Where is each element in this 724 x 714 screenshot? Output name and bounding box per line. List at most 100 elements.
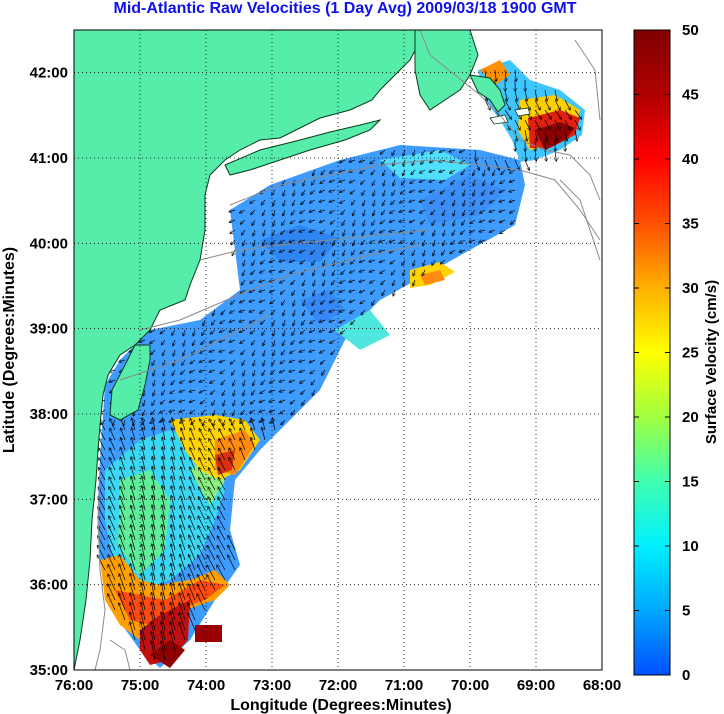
velocity-arrow [269, 400, 276, 402]
velocity-arrow [359, 160, 366, 162]
velocity-arrow [98, 507, 106, 521]
velocity-arrow [301, 199, 306, 204]
velocity-arrow [389, 240, 396, 242]
colorbar-tick-label: 20 [682, 409, 699, 426]
velocity-arrow [433, 239, 435, 246]
velocity-arrow [350, 179, 356, 183]
velocity-arrow [273, 199, 275, 206]
velocity-arrow [108, 536, 116, 551]
colorbar: 0 5 10 15 20 25 30 35 40 45 50 Surface Velocity (c… [633, 22, 720, 684]
velocity-arrow [181, 428, 186, 441]
velocity-arrow [510, 209, 516, 213]
velocity-arrow [279, 390, 286, 392]
velocity-arrow [309, 230, 316, 232]
velocity-arrow [440, 259, 446, 264]
velocity-arrow [279, 250, 286, 252]
velocity-arrow [171, 379, 176, 385]
velocity-arrow [534, 129, 537, 141]
velocity-arrow [188, 594, 196, 611]
x-tick-label: 76:00 [55, 677, 93, 694]
velocity-arrow [229, 438, 236, 451]
velocity-arrow [242, 359, 246, 365]
velocity-arrow [271, 369, 276, 374]
velocity-arrow [490, 189, 496, 194]
velocity-arrow [231, 299, 236, 304]
velocity-arrow [142, 437, 146, 451]
velocity-arrow [172, 467, 176, 481]
velocity-arrow [524, 159, 529, 170]
velocity-arrow [390, 259, 396, 264]
velocity-arrow [419, 200, 426, 202]
velocity-arrow [152, 564, 156, 581]
velocity-arrow [321, 169, 326, 175]
velocity-arrow [280, 359, 286, 364]
velocity-arrow [180, 516, 186, 531]
velocity-arrow [340, 279, 346, 283]
velocity-arrow [311, 379, 316, 385]
velocity-arrow [217, 546, 226, 561]
velocity-arrow [179, 390, 186, 392]
velocity-arrow [443, 229, 445, 236]
velocity-arrow [160, 329, 166, 334]
velocity-arrow [171, 564, 176, 581]
velocity-arrow [379, 250, 386, 252]
velocity-arrow [392, 189, 396, 195]
velocity-arrow [183, 339, 185, 346]
velocity-arrow [252, 389, 256, 395]
velocity-arrow [190, 467, 196, 481]
velocity-arrow [293, 179, 295, 186]
velocity-arrow [323, 279, 325, 286]
velocity-arrow [198, 507, 206, 521]
velocity-arrow [429, 180, 436, 182]
velocity-arrow [373, 189, 375, 196]
velocity-arrow [109, 506, 116, 521]
velocity-arrow [360, 289, 366, 293]
velocity-arrow [279, 260, 286, 262]
velocity-arrow [379, 240, 386, 242]
velocity-arrow [153, 379, 155, 386]
velocity-arrow [273, 329, 275, 336]
velocity-arrow [161, 641, 166, 661]
velocity-arrow [393, 179, 395, 186]
velocity-arrow [330, 169, 336, 173]
velocity-arrow [119, 555, 126, 571]
velocity-arrow [303, 289, 305, 296]
velocity-arrow [311, 189, 316, 194]
velocity-arrow [392, 149, 396, 155]
velocity-arrow [108, 574, 116, 591]
velocity-arrow [171, 496, 176, 511]
velocity-arrow [473, 169, 475, 176]
velocity-arrow [139, 340, 146, 342]
y-tick-label: 36:00 [30, 577, 68, 594]
velocity-arrow [152, 554, 156, 571]
velocity-arrow [499, 200, 506, 202]
velocity-arrow [190, 409, 196, 413]
velocity-arrow [310, 330, 316, 332]
velocity-arrow [280, 369, 286, 373]
velocity-arrow [369, 270, 376, 272]
velocity-arrow [218, 526, 226, 541]
velocity-arrow [179, 622, 186, 641]
velocity-arrow [141, 564, 146, 581]
velocity-arrow [343, 249, 345, 256]
velocity-arrow [380, 260, 386, 262]
velocity-arrow [339, 290, 346, 292]
velocity-arrow [198, 526, 206, 541]
velocity-arrow [162, 515, 166, 531]
velocity-arrow [142, 467, 146, 481]
velocity-arrow [273, 339, 275, 346]
velocity-arrow [371, 169, 376, 175]
velocity-arrow [172, 329, 176, 335]
velocity-arrow [263, 219, 265, 226]
velocity-arrow [320, 179, 326, 184]
velocity-arrow [413, 149, 415, 156]
velocity-arrow [270, 379, 276, 383]
velocity-arrow [97, 555, 106, 571]
velocity-arrow [483, 169, 485, 176]
velocity-arrow [142, 428, 146, 441]
velocity-arrow [452, 229, 456, 235]
velocity-arrow [173, 339, 175, 346]
velocity-arrow [207, 546, 216, 561]
velocity-arrow [221, 309, 226, 315]
velocity-arrows [97, 69, 581, 661]
